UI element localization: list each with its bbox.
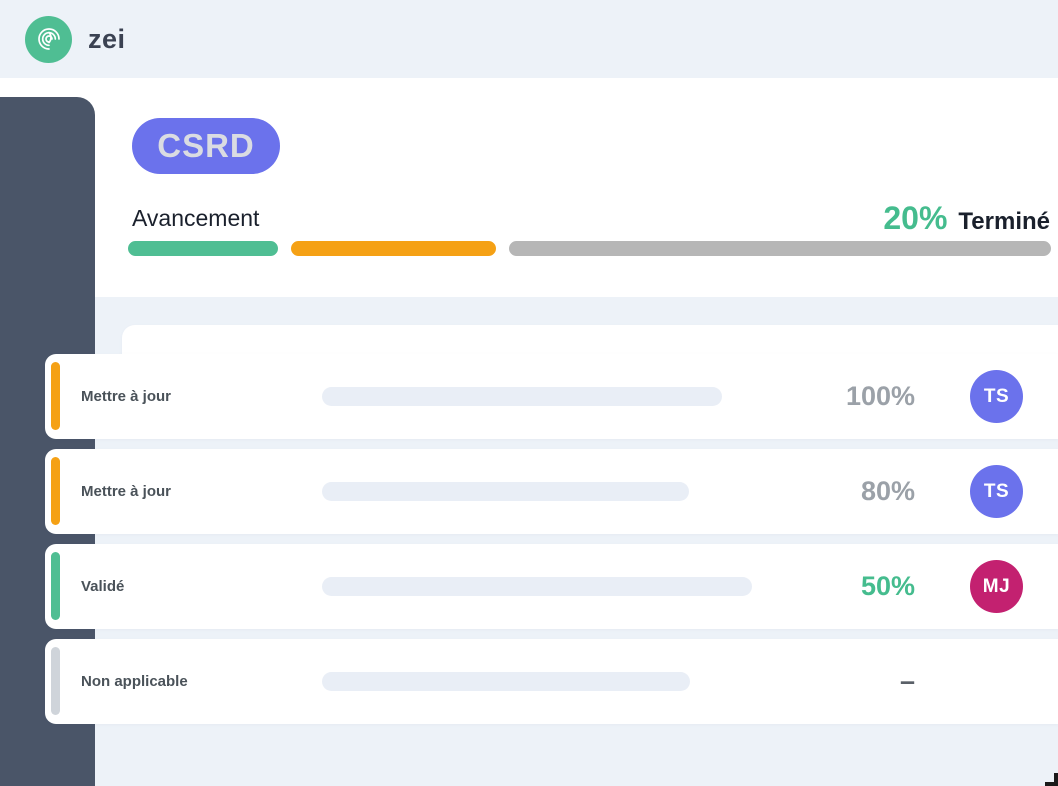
row-percent: 80% [860,476,915,506]
row-content-placeholder [322,387,722,406]
row-status-indicator [51,362,60,430]
row-percent: 50% [860,571,915,601]
progress-summary: 20% Terminé [883,200,1050,237]
row-status-label: Validé [81,578,125,595]
progress-percent-caption: Terminé [958,208,1050,235]
table-row[interactable]: Mettre à jour 100% TS [45,354,1058,439]
row-status-indicator [51,647,60,715]
table-row[interactable]: Non applicable – [45,639,1058,724]
avatar[interactable]: MJ [970,560,1023,613]
framework-badge-label: CSRD [157,127,255,164]
zei-spiral-logo-icon [25,15,72,63]
row-content-placeholder [322,482,689,501]
row-content-placeholder [322,672,690,691]
row-percent: – [899,666,915,696]
progress-bar [128,241,1051,256]
datapoint-list: Mettre à jour 100% TS Mettre à jour 80% TS Val… [45,354,1058,734]
row-status-label: Mettre à jour [81,388,172,405]
framework-badge-csrd[interactable]: CSRD [132,118,280,174]
row-status-label: Mettre à jour [81,483,172,500]
row-status-indicator [51,552,60,620]
table-row[interactable]: Validé 50% MJ [45,544,1058,629]
row-percent: 100% [845,381,915,411]
progress-segment-remaining [509,241,1051,256]
row-status-indicator [51,457,60,525]
avatar[interactable]: TS [970,370,1023,423]
avatar[interactable]: TS [970,465,1023,518]
row-status-label: Non applicable [81,673,188,690]
row-content-placeholder [322,577,752,596]
brand[interactable]: zei [25,15,126,63]
table-row[interactable]: Mettre à jour 80% TS [45,449,1058,534]
progress-percent-value: 20% [883,200,948,236]
progress-label: Avancement [132,205,260,231]
progress-segment-to-update [291,241,496,256]
brand-name: zei [88,23,126,54]
app-header: zei [0,0,1058,78]
cursor-artifact [1045,773,1058,786]
framework-header: CSRD Avancement 20% Terminé [95,78,1058,297]
progress-segment-validated [128,241,278,256]
